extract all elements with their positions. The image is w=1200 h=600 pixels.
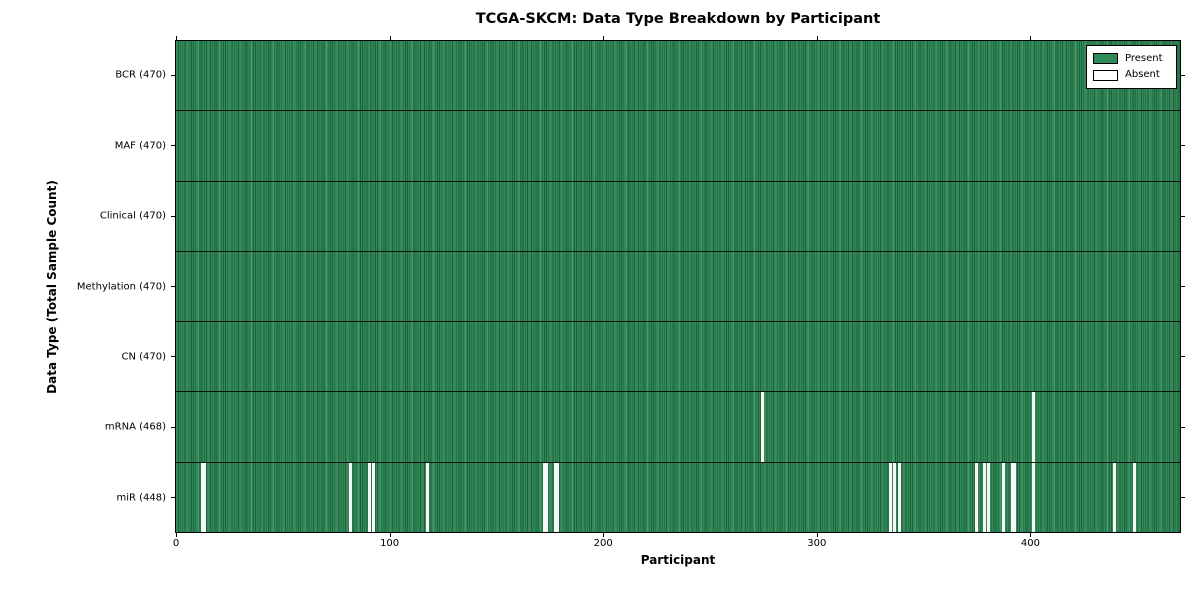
data-row-miR: [176, 461, 1180, 532]
absent-stripe: [425, 462, 429, 532]
y-tick-mark: [171, 356, 175, 358]
absent-stripe: [897, 462, 901, 532]
absent-stripe: [553, 462, 557, 532]
absent-stripe: [889, 462, 893, 532]
x-tick-label-100: 100: [380, 538, 400, 549]
y-tick-mark: [1181, 356, 1185, 358]
data-row-Methylation: [176, 250, 1180, 322]
absent-stripe: [367, 462, 371, 532]
data-row-MAF: [176, 110, 1180, 181]
y-tick-label-MAF: MAF (470): [114, 140, 166, 152]
y-tick-label-mRNA: mRNA (468): [104, 421, 166, 433]
x-tick-label-400: 400: [1020, 538, 1040, 549]
x-tick-mark: [176, 533, 177, 537]
legend-item-absent: Absent: [1093, 69, 1170, 81]
y-tick-mark: [171, 286, 175, 287]
y-tick-mark: [171, 426, 175, 428]
absent-stripe: [1032, 462, 1036, 532]
legend-label-present: Present: [1125, 52, 1163, 64]
y-tick-mark: [171, 215, 175, 217]
absent-stripe: [555, 462, 559, 532]
chart-title: TCGA-SKCM: Data Type Breakdown by Partic…: [475, 11, 881, 27]
absent-stripe: [348, 462, 352, 532]
absent-swatch-icon: [1093, 69, 1118, 81]
data-row-Clinical: [176, 180, 1180, 251]
absent-stripe: [203, 462, 207, 532]
absent-stripe: [372, 462, 376, 532]
y-tick-mark: [1181, 215, 1185, 217]
x-tick-mark: [1030, 36, 1032, 40]
y-tick-mark: [171, 145, 175, 147]
absent-stripe: [1113, 462, 1117, 532]
x-axis-title: Participant: [640, 553, 716, 567]
y-tick-label-BCR: BCR (470): [115, 69, 166, 81]
absent-stripe: [543, 462, 547, 532]
absent-stripe: [1010, 462, 1014, 532]
y-tick-mark: [1181, 426, 1185, 428]
y-tick-label-CN: CN (470): [121, 351, 166, 363]
y-tick-mark: [171, 497, 175, 499]
data-row-CN: [176, 321, 1180, 392]
data-row-BCR: [176, 41, 1180, 111]
legend: Present Absent: [1086, 45, 1177, 89]
absent-stripe: [760, 392, 764, 462]
x-tick-label-0: 0: [172, 538, 180, 549]
plot-area: [175, 40, 1181, 533]
x-tick-label-300: 300: [807, 538, 827, 549]
x-tick-mark: [1030, 533, 1032, 537]
absent-stripe: [987, 462, 991, 532]
y-tick-mark: [1181, 74, 1185, 76]
x-tick-mark: [816, 36, 818, 40]
absent-stripe: [545, 462, 549, 532]
legend-item-present: Present: [1093, 52, 1170, 65]
absent-stripe: [893, 462, 897, 532]
absent-stripe: [1032, 392, 1036, 462]
y-tick-mark: [1181, 286, 1185, 287]
absent-stripe: [974, 462, 978, 532]
x-tick-mark: [603, 533, 605, 537]
x-tick-mark: [603, 36, 605, 40]
data-row-mRNA: [176, 391, 1180, 462]
y-tick-label-Clinical: Clinical (470): [99, 210, 166, 222]
absent-stripe: [983, 462, 987, 532]
y-tick-label-miR: miR (448): [116, 492, 166, 504]
y-tick-mark: [171, 74, 175, 76]
present-swatch-icon: [1093, 53, 1118, 65]
y-tick-mark: [1181, 145, 1185, 147]
absent-stripe: [1002, 462, 1006, 532]
absent-stripe: [201, 462, 205, 532]
x-tick-mark: [389, 36, 391, 40]
y-tick-label-Methylation: Methylation (470): [76, 281, 166, 292]
x-tick-mark: [816, 533, 818, 537]
y-tick-mark: [1181, 497, 1185, 499]
absent-stripe: [1132, 462, 1136, 532]
x-tick-mark: [176, 36, 177, 40]
x-tick-mark: [389, 533, 391, 537]
legend-label-absent: Absent: [1125, 69, 1160, 81]
absent-stripe: [1012, 462, 1016, 532]
x-tick-label-200: 200: [593, 538, 613, 549]
